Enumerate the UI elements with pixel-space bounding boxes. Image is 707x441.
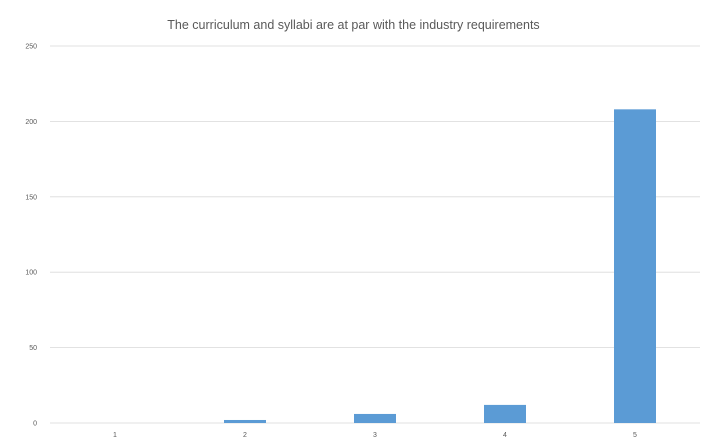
y-tick-label: 150 xyxy=(25,194,37,201)
y-tick-label: 100 xyxy=(25,270,37,277)
x-axis-tick-labels: 1 2 3 4 5 xyxy=(113,432,637,439)
bar xyxy=(614,109,656,423)
y-tick-label: 0 xyxy=(33,421,37,428)
bar xyxy=(224,419,266,423)
x-tick-label: 3 xyxy=(373,432,377,439)
gridlines xyxy=(50,45,700,424)
bar xyxy=(484,404,526,423)
x-tick-label: 2 xyxy=(243,432,247,439)
bars xyxy=(224,109,656,423)
y-tick-label: 200 xyxy=(25,119,37,126)
x-tick-label: 4 xyxy=(503,432,507,439)
y-tick-label: 250 xyxy=(25,44,37,51)
y-tick-label: 50 xyxy=(29,345,37,352)
chart-title: The curriculum and syllabi are at par wi… xyxy=(167,18,540,32)
x-tick-label: 1 xyxy=(113,432,117,439)
x-tick-label: 5 xyxy=(633,432,637,439)
y-axis-tick-labels: 0 50 100 150 200 250 xyxy=(25,44,37,428)
bar xyxy=(354,413,396,423)
